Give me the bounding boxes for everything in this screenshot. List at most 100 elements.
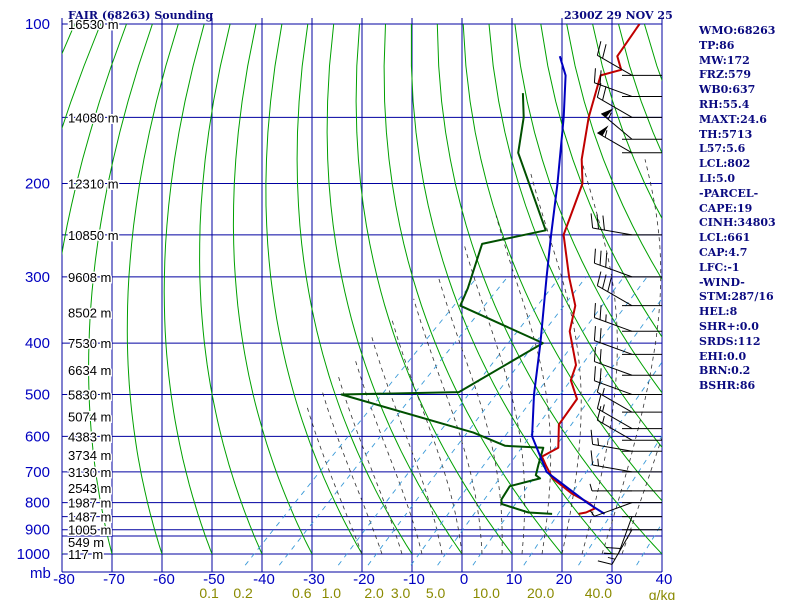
sounding-index: MAXT:24.6: [699, 112, 767, 126]
wind-barb-flag: [593, 68, 596, 83]
mixing-ratio-unit: g/kg: [649, 587, 675, 600]
wind-barb-half-flag: [605, 314, 607, 322]
wind-barb-staff: [594, 502, 633, 517]
sounding-indices-panel: WMO:68263 TP:86 MW:172 FRZ:579 WB0:637 RH:55.…: [699, 24, 776, 394]
wind-barbs: [589, 41, 662, 565]
moist-adiabat: [337, 375, 403, 555]
temperature-tick-label: 10: [506, 571, 523, 588]
wind-barb: [593, 248, 662, 278]
dry-adiabat: [540, 24, 662, 338]
wind-barb-half-flag: [607, 556, 616, 560]
wind-barb: [601, 108, 662, 140]
wind-barb-staff: [601, 113, 633, 140]
height-label: 14080 m: [68, 110, 119, 125]
wind-barb: [603, 516, 662, 555]
wind-barb-flag: [607, 277, 612, 292]
mixing-ratio-label: 3.0: [391, 585, 411, 600]
wind-barb-flag: [602, 86, 607, 101]
mixing-ratio-label: 1.0: [322, 585, 342, 600]
temperature-tick-label: 0: [460, 571, 468, 588]
wind-barb-flag: [596, 214, 600, 230]
sounding-index: WB0:637: [699, 83, 756, 97]
wind-barb: [596, 41, 662, 76]
wind-barb-flag: [599, 250, 602, 266]
height-label: 3130 m: [68, 465, 111, 480]
wind-barb-half-flag: [602, 387, 605, 396]
height-label: 2543 m: [68, 481, 111, 496]
sounding-index: LI:5.0: [699, 171, 736, 185]
wind-barb-staff: [617, 516, 633, 555]
moist-adiabat: [601, 159, 662, 555]
sounding-index: -WIND-: [699, 275, 745, 289]
wind-barb: [590, 450, 662, 473]
temperature-profile: [540, 24, 641, 515]
wind-barb-flag: [605, 252, 608, 268]
sounding-index: -PARCEL-: [699, 186, 759, 200]
sounding-index: BSHR:86: [699, 379, 756, 393]
temperature-tick-label: -10: [403, 571, 425, 588]
wind-barb-flag: [602, 274, 607, 289]
sounding-index: WMO:68263: [699, 24, 776, 37]
height-label: 7530 m: [68, 336, 111, 351]
sounding-index: CAP:4.7: [699, 245, 748, 259]
wind-barb-staff: [597, 408, 633, 430]
wind-barb-staff: [597, 96, 633, 118]
sounding-index: SHR+:0.0: [699, 319, 759, 333]
mixing-ratio-label: 5.0: [426, 585, 446, 600]
wind-barb: [596, 394, 662, 430]
wind-barb-flag: [599, 70, 602, 85]
dry-adiabat: [355, 24, 513, 555]
wind-barb-staff: [611, 529, 633, 565]
moist-adiabat: [307, 407, 363, 555]
wind-barb: [590, 213, 662, 236]
wind-barb-flag: [596, 394, 602, 409]
height-label: 3734 m: [68, 448, 111, 463]
wind-barb-staff: [597, 419, 633, 441]
dry-adiabat: [265, 24, 363, 555]
wind-barb: [593, 347, 662, 376]
chart-title: FAIR (68263) Sounding: [68, 9, 214, 22]
mixing-ratio-label: 10.0: [473, 585, 500, 600]
sounding-index: EHI:0.0: [699, 349, 747, 363]
sounding-index: CAPE:19: [699, 201, 753, 215]
dry-adiabat: [199, 24, 263, 555]
sounding-index: FRZ:579: [699, 68, 752, 82]
sounding-index: RH:55.4: [699, 97, 750, 111]
height-label: 1005 m: [68, 523, 111, 538]
dry-adiabat: [410, 24, 613, 555]
moist-adiabat: [354, 359, 423, 555]
pressure-tick-label: 100: [25, 16, 50, 33]
sounding-index: SRDS:112: [699, 334, 761, 348]
pressure-tick-label: 600: [25, 428, 50, 445]
wind-barb-staff: [592, 464, 633, 473]
wind-barb-flag: [599, 328, 602, 343]
wind-barb-flag: [590, 429, 594, 445]
wind-barb-staff: [597, 285, 633, 307]
wind-barb-staff: [594, 340, 633, 355]
wind-barb: [593, 303, 662, 332]
temperature-tick-label: -40: [253, 571, 275, 588]
mixing-ratio-label: 0.2: [233, 585, 253, 600]
temperature-tick-label: 20: [556, 571, 573, 588]
wind-barb-staff: [592, 227, 633, 236]
sounding-index: TP:86: [699, 38, 735, 52]
moist-adiabat: [321, 389, 383, 555]
wind-barb-flag: [593, 303, 596, 318]
wind-barb-half-flag: [607, 112, 612, 120]
height-label: 1487 m: [68, 510, 111, 525]
wind-barb-flag: [605, 547, 621, 550]
parcel-path: [531, 55, 606, 515]
wind-barb-half-flag: [602, 404, 605, 412]
wind-barb-half-flag: [597, 438, 600, 446]
moist-adiabat: [529, 171, 582, 555]
wind-barb-flag: [593, 366, 596, 381]
sounding-index: BRN:0.2: [699, 364, 751, 378]
dry-adiabat: [514, 24, 662, 394]
temperature-tick-label: -50: [203, 571, 225, 588]
height-label: 5074 m: [68, 409, 111, 424]
mixing-ratio-line: [337, 276, 561, 566]
mixing-ratio-line: [472, 297, 662, 566]
dewpoint-profile: [340, 93, 553, 515]
wind-barb: [596, 405, 662, 441]
